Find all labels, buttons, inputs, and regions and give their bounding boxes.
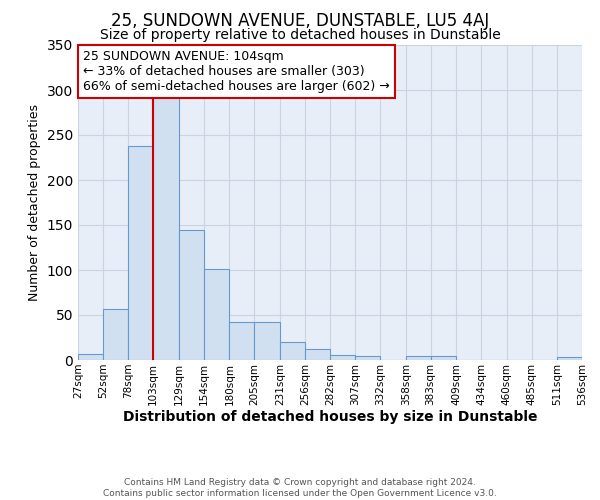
Text: 25, SUNDOWN AVENUE, DUNSTABLE, LU5 4AJ: 25, SUNDOWN AVENUE, DUNSTABLE, LU5 4AJ: [111, 12, 489, 30]
Bar: [153, 96, 179, 360]
Bar: [78, 354, 103, 360]
Bar: [280, 342, 305, 360]
Bar: [204, 269, 229, 360]
Bar: [179, 230, 204, 360]
Bar: [406, 356, 431, 360]
Text: Contains HM Land Registry data © Crown copyright and database right 2024.
Contai: Contains HM Land Registry data © Crown c…: [103, 478, 497, 498]
Bar: [254, 322, 280, 360]
Bar: [431, 356, 456, 360]
Bar: [557, 358, 582, 360]
Bar: [229, 322, 254, 360]
Bar: [103, 308, 128, 360]
Bar: [128, 146, 153, 360]
Bar: [305, 349, 331, 360]
Y-axis label: Number of detached properties: Number of detached properties: [28, 104, 41, 301]
X-axis label: Distribution of detached houses by size in Dunstable: Distribution of detached houses by size …: [123, 410, 537, 424]
Bar: [331, 354, 355, 360]
Bar: [355, 356, 380, 360]
Text: 25 SUNDOWN AVENUE: 104sqm
← 33% of detached houses are smaller (303)
66% of semi: 25 SUNDOWN AVENUE: 104sqm ← 33% of detac…: [83, 50, 390, 92]
Text: Size of property relative to detached houses in Dunstable: Size of property relative to detached ho…: [100, 28, 500, 42]
